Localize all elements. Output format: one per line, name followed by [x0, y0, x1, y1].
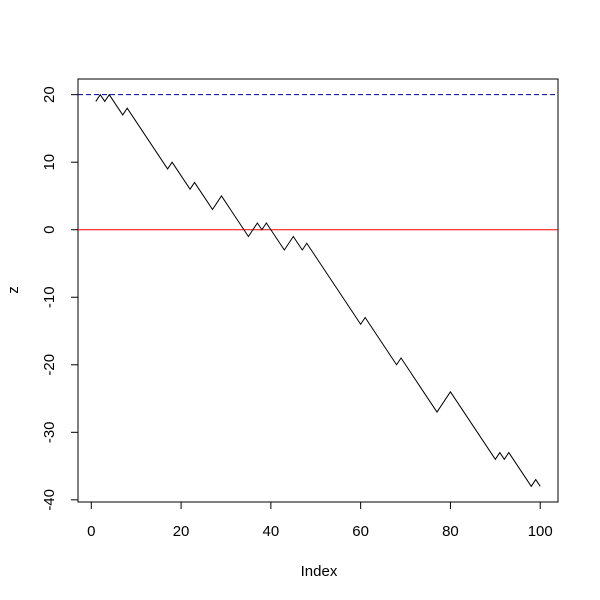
x-tick-label: 0 [87, 523, 95, 540]
x-axis-label: Index [301, 563, 338, 580]
y-tick-label: -30 [41, 421, 58, 443]
x-tick-label: 100 [528, 523, 553, 540]
y-tick-label: 0 [41, 226, 58, 234]
y-tick-label: 10 [41, 154, 58, 171]
y-tick-label: -10 [41, 286, 58, 308]
y-tick-label: -40 [41, 489, 58, 511]
x-tick-label: 40 [263, 523, 280, 540]
x-tick-label: 20 [173, 523, 190, 540]
y-tick-label: 20 [41, 86, 58, 103]
y-tick-label: -20 [41, 354, 58, 376]
data-line [95, 93, 541, 488]
y-axis-label: z [5, 286, 22, 294]
x-tick-label: 60 [352, 523, 369, 540]
x-tick-label: 80 [442, 523, 459, 540]
